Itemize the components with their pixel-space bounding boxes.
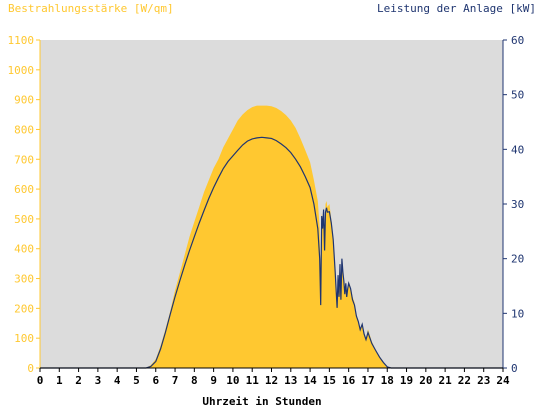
x-tick-label: 13 bbox=[284, 374, 297, 387]
right-axis: 0 10 20 30 40 50 60 bbox=[502, 34, 524, 375]
x-tick-label: 21 bbox=[439, 374, 453, 387]
x-tick-label: 2 bbox=[75, 374, 82, 387]
left-tick-label: 700 bbox=[14, 153, 34, 166]
right-tick-label: 50 bbox=[511, 89, 524, 102]
x-tick-label: 17 bbox=[361, 374, 374, 387]
left-tick-label: 1000 bbox=[8, 64, 35, 77]
left-tick-label: 0 bbox=[27, 362, 34, 375]
x-axis-title: Uhrzeit in Stunden bbox=[202, 395, 321, 408]
x-tick-label: 16 bbox=[342, 374, 356, 387]
right-tick-label: 40 bbox=[511, 143, 524, 156]
x-tick-label: 1 bbox=[56, 374, 63, 387]
x-tick-label: 14 bbox=[303, 374, 317, 387]
left-tick-label: 400 bbox=[14, 243, 34, 256]
right-tick-label: 60 bbox=[511, 34, 524, 47]
power-line-layer bbox=[40, 136, 503, 369]
x-tick-label: 20 bbox=[419, 374, 432, 387]
left-tick-label: 200 bbox=[14, 302, 34, 315]
irradiance-area-layer bbox=[40, 105, 503, 368]
x-tick-label: 10 bbox=[226, 374, 239, 387]
left-axis-title: Bestrahlungsstärke [W/qm] bbox=[8, 2, 174, 15]
x-tick-label: 12 bbox=[265, 374, 278, 387]
x-tick-label: 18 bbox=[381, 374, 394, 387]
left-tick-label: 300 bbox=[14, 273, 34, 286]
x-tick-label: 15 bbox=[323, 374, 336, 387]
x-tick-label: 6 bbox=[152, 374, 159, 387]
left-axis: 0 100 200 300 400 500 600 700 800 900 1000 1100 bbox=[8, 34, 41, 375]
power-line bbox=[40, 136, 503, 369]
x-tick-label: 9 bbox=[210, 374, 217, 387]
x-tick-label: 3 bbox=[95, 374, 102, 387]
x-tick-label: 19 bbox=[400, 374, 413, 387]
left-tick-label: 900 bbox=[14, 94, 34, 107]
bottom-axis: 0 1 2 3 4 5 6 7 8 9 10 11 12 13 14 15 16 17 18 19 20 21 22 23 24 bbox=[37, 367, 510, 387]
left-tick-label: 600 bbox=[14, 183, 34, 196]
right-tick-label: 30 bbox=[511, 198, 524, 211]
x-tick-label: 8 bbox=[191, 374, 198, 387]
x-tick-label: 0 bbox=[37, 374, 44, 387]
left-tick-label: 500 bbox=[14, 213, 34, 226]
x-tick-label: 7 bbox=[172, 374, 179, 387]
x-tick-label: 5 bbox=[133, 374, 140, 387]
x-tick-label: 23 bbox=[477, 374, 490, 387]
left-tick-label: 800 bbox=[14, 123, 34, 136]
x-tick-label: 11 bbox=[246, 374, 260, 387]
right-tick-label: 10 bbox=[511, 307, 524, 320]
left-tick-label: 1100 bbox=[8, 34, 35, 47]
x-tick-label: 4 bbox=[114, 374, 121, 387]
right-axis-title: Leistung der Anlage [kW] bbox=[377, 2, 536, 15]
left-tick-label: 100 bbox=[14, 332, 34, 345]
x-tick-label: 22 bbox=[458, 374, 471, 387]
right-tick-label: 20 bbox=[511, 253, 524, 266]
x-tick-label: 24 bbox=[496, 374, 510, 387]
right-tick-label: 0 bbox=[511, 362, 518, 375]
irradiance-area bbox=[40, 105, 503, 368]
